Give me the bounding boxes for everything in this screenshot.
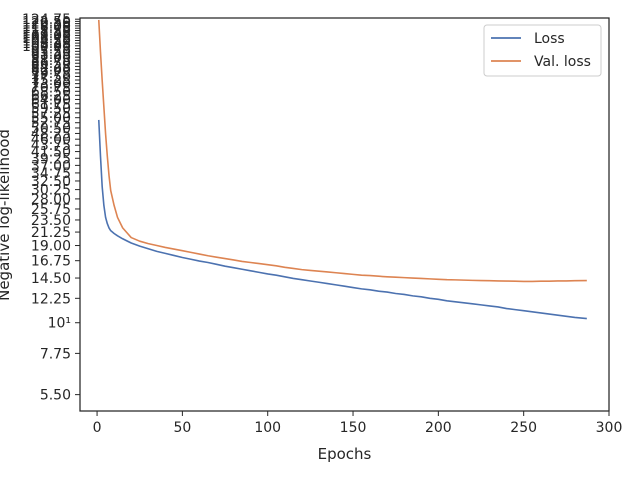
x-axis-label: Epochs: [318, 445, 372, 463]
y-tick-label: 124.75: [22, 12, 71, 28]
y-tick-label: 93.25: [31, 47, 71, 63]
legend: Loss Val. loss: [483, 24, 602, 77]
y-tick-label: 12.25: [31, 291, 71, 307]
y-tick-label: 34.75: [31, 166, 71, 182]
series-line-loss: [97, 119, 587, 320]
y-tick-label: 122.50: [22, 14, 71, 30]
y-tick-label: 14.50: [31, 271, 71, 287]
y-tick-label: 111.25: [22, 26, 71, 42]
y-tick-label: 75.25: [31, 73, 71, 89]
y-tick-label: 61.75: [31, 97, 71, 113]
y-tick-label: 7.75: [40, 346, 71, 362]
y-tick-label: 46.00: [31, 132, 71, 148]
x-tick-label: 200: [425, 420, 452, 436]
x-tick-label: 50: [173, 420, 191, 436]
y-tick-label: 19.00: [31, 239, 71, 255]
x-tick-label: 0: [93, 420, 102, 436]
legend-label-loss: Loss: [534, 31, 565, 47]
legend-label-val-loss: Val. loss: [534, 54, 591, 70]
y-tick-label: 25.75: [31, 202, 71, 218]
y-tick-label: 118.00: [22, 19, 71, 35]
y-tick-label: 91.00: [31, 50, 71, 66]
y-tick-label: 57.25: [31, 106, 71, 122]
series-layer: [97, 19, 587, 320]
y-tick-label: 32.50: [31, 174, 71, 190]
y-tick-label: 73.00: [31, 77, 71, 93]
y-tick-label: 68.50: [31, 84, 71, 100]
y-tick-label: 52.75: [31, 116, 71, 132]
x-tick-label: 300: [596, 420, 623, 436]
y-tick-label: 113.50: [22, 24, 71, 40]
x-tick-label: 150: [340, 420, 367, 436]
y-tick-label: 86.50: [31, 56, 71, 72]
y-tick-label: 10¹: [48, 316, 71, 332]
y-tick-label: 95.50: [31, 44, 71, 60]
y-tick-label: 37.00: [31, 158, 71, 174]
y-tick-label: 43.75: [31, 138, 71, 154]
y-tick-label: 88.75: [31, 53, 71, 69]
y-tick-label: 79.75: [31, 66, 71, 82]
y-tick-label: 48.25: [31, 126, 71, 142]
series-line-val-loss: [97, 19, 587, 283]
y-tick-label: 120.25: [22, 17, 71, 33]
x-tick-label: 100: [254, 420, 281, 436]
y-tick-label: 109.00: [22, 28, 71, 44]
y-tick-label: 64.00: [31, 92, 71, 108]
y-tick-label: 50.50: [31, 121, 71, 137]
y-tick-label: 97.75: [31, 42, 71, 58]
y-axis-ticks: 5.50 7.75 10¹ 12.25 14.5016.7519.0021.2523.5…: [22, 12, 80, 404]
y-tick-label: 106.75: [22, 31, 71, 47]
x-axis-ticks: 0 50 100 150 200 250 300: [93, 411, 623, 436]
y-tick-label: 5.50: [40, 388, 71, 404]
y-tick-label: 82.00: [31, 63, 71, 79]
y-tick-label: 30.25: [31, 183, 71, 199]
y-tick-label: 100.00: [22, 39, 71, 55]
y-tick-label: 59.50: [31, 101, 71, 117]
plot-area: 0 50 100 150 200 250 300 5.50 7.75 10¹ 12.25 14.50…: [22, 12, 622, 436]
y-tick-label: 84.25: [31, 59, 71, 75]
y-tick-label: 77.50: [31, 69, 71, 85]
y-tick-label: 16.75: [31, 254, 71, 270]
y-tick-label: 55.00: [31, 111, 71, 127]
y-axis-label: Negative log-likelihood: [0, 129, 13, 301]
x-tick-label: 250: [510, 420, 537, 436]
y-tick-label: 70.75: [31, 80, 71, 96]
y-tick-label: 102.25: [22, 36, 71, 52]
axes-frame: [79, 17, 610, 412]
y-tick-label: 21.25: [31, 225, 71, 241]
y-tick-label: 28.00: [31, 192, 71, 208]
y-tick-label: 66.25: [31, 88, 71, 104]
y-tick-label: 39.25: [31, 151, 71, 167]
y-tick-label: 104.50: [22, 34, 71, 50]
y-tick-label: 115.75: [22, 21, 71, 37]
y-tick-label: 41.50: [31, 145, 71, 161]
y-tick-label: 23.50: [31, 213, 71, 229]
